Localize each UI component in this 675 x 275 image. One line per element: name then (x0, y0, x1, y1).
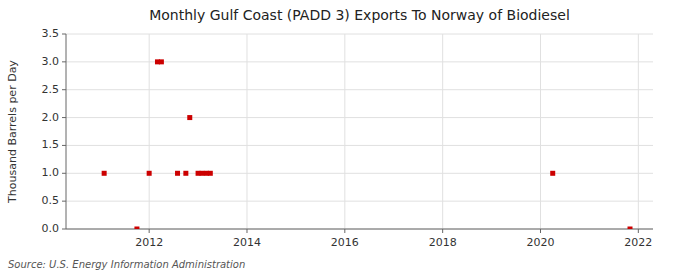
point (134, 227, 139, 230)
y-tick-label: 0.0 (42, 222, 60, 235)
point (208, 171, 213, 176)
x-tick-label: 2016 (331, 236, 359, 249)
y-tick-label: 3.5 (42, 27, 60, 40)
point (147, 171, 152, 176)
y-tick (62, 201, 66, 202)
x-tick-label: 2012 (135, 236, 163, 249)
y-tick-label: 3.0 (42, 55, 60, 68)
x-tick (540, 229, 541, 233)
x-grid-line (344, 34, 345, 229)
x-grid-line (442, 34, 443, 229)
y-grid-line (66, 61, 653, 62)
x-tick (246, 229, 247, 233)
y-tick (62, 229, 66, 230)
y-tick (62, 173, 66, 174)
x-grid-line (638, 34, 639, 229)
x-tick-label: 2020 (526, 236, 554, 249)
point (199, 171, 204, 176)
y-axis-line (66, 34, 67, 229)
y-axis-label: Thousand Barrels per Day (6, 60, 19, 204)
x-grid-line (149, 34, 150, 229)
x-axis-line (66, 229, 653, 230)
y-tick-label: 0.5 (42, 194, 60, 207)
x-grid-line (246, 34, 247, 229)
x-grid-line (540, 34, 541, 229)
y-grid-line (66, 117, 653, 118)
y-tick-label: 2.5 (42, 83, 60, 96)
y-grid-line (66, 229, 653, 230)
y-grid-line (66, 173, 653, 174)
x-tick-label: 2014 (233, 236, 261, 249)
y-grid-line (66, 145, 653, 146)
x-tick (344, 229, 345, 233)
title: Monthly Gulf Coast (PADD 3) Exports To N… (149, 7, 570, 23)
y-tick (62, 89, 66, 90)
y-grid-line (66, 34, 653, 35)
y-tick-label: 1.5 (42, 138, 60, 151)
x-tick (149, 229, 150, 233)
source-note: Source: U.S. Energy Information Administ… (8, 259, 245, 270)
y-tick (62, 34, 66, 35)
point (550, 171, 555, 176)
points (102, 59, 633, 229)
chart: 0.0 0.5 1.0 1.5 2.0 2.5 3.0 3.5 2012 2014 2016 2018… (0, 0, 675, 275)
x-tick-label: 2022 (624, 236, 652, 249)
point (102, 171, 107, 176)
y-tick (62, 145, 66, 146)
y-grid-line (66, 89, 653, 90)
point (183, 171, 188, 176)
x-tick (442, 229, 443, 233)
y-tick-label: 2.0 (42, 111, 60, 124)
y-tick-label: 1.0 (42, 166, 60, 179)
point (628, 227, 633, 230)
point (187, 115, 192, 120)
y-grid-line (66, 201, 653, 202)
y-tick (62, 117, 66, 118)
grid (66, 34, 653, 229)
point (159, 59, 164, 64)
x-tick-label: 2018 (429, 236, 457, 249)
axes: 0.0 0.5 1.0 1.5 2.0 2.5 3.0 3.5 2012 2014 2016 2018… (42, 27, 654, 249)
point (175, 171, 180, 176)
y-tick (62, 61, 66, 62)
x-tick (638, 229, 639, 233)
